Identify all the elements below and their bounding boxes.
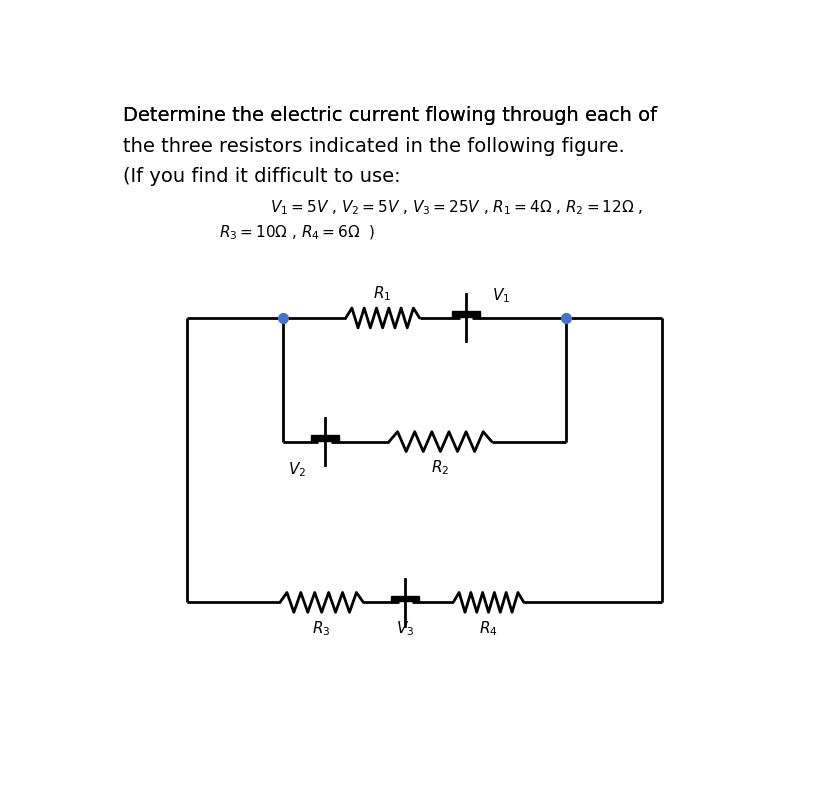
Text: $R_1$: $R_1$ [373, 285, 391, 303]
Text: (If you find it difficult to use:: (If you find it difficult to use: [122, 168, 400, 186]
Text: $R_3 = 10\Omega$ , $R_4 = 6\Omega$  ): $R_3 = 10\Omega$ , $R_4 = 6\Omega$ ) [218, 223, 375, 241]
Text: $R_3$: $R_3$ [312, 618, 331, 637]
Text: $R_4$: $R_4$ [479, 618, 497, 637]
Text: the three resistors indicated in the following figure.: the three resistors indicated in the fol… [122, 136, 624, 156]
Text: $V_2$: $V_2$ [287, 460, 305, 478]
Text: $V_3$: $V_3$ [395, 618, 414, 637]
Text: $R_2$: $R_2$ [431, 457, 449, 476]
Text: $V_1 = 5V$ , $V_2 = 5V$ , $V_3 = 25V$ , $R_1 = 4\Omega$ , $R_2 = 12\Omega$ ,: $V_1 = 5V$ , $V_2 = 5V$ , $V_3 = 25V$ , … [270, 198, 643, 217]
Text: Determine the electric current flowing through each of: Determine the electric current flowing t… [122, 106, 656, 124]
Polygon shape [452, 312, 480, 318]
Polygon shape [310, 435, 338, 441]
Text: $V_1$: $V_1$ [491, 286, 509, 305]
Polygon shape [390, 596, 418, 602]
Text: Determine the electric current flowing through each of: Determine the electric current flowing t… [122, 106, 656, 124]
